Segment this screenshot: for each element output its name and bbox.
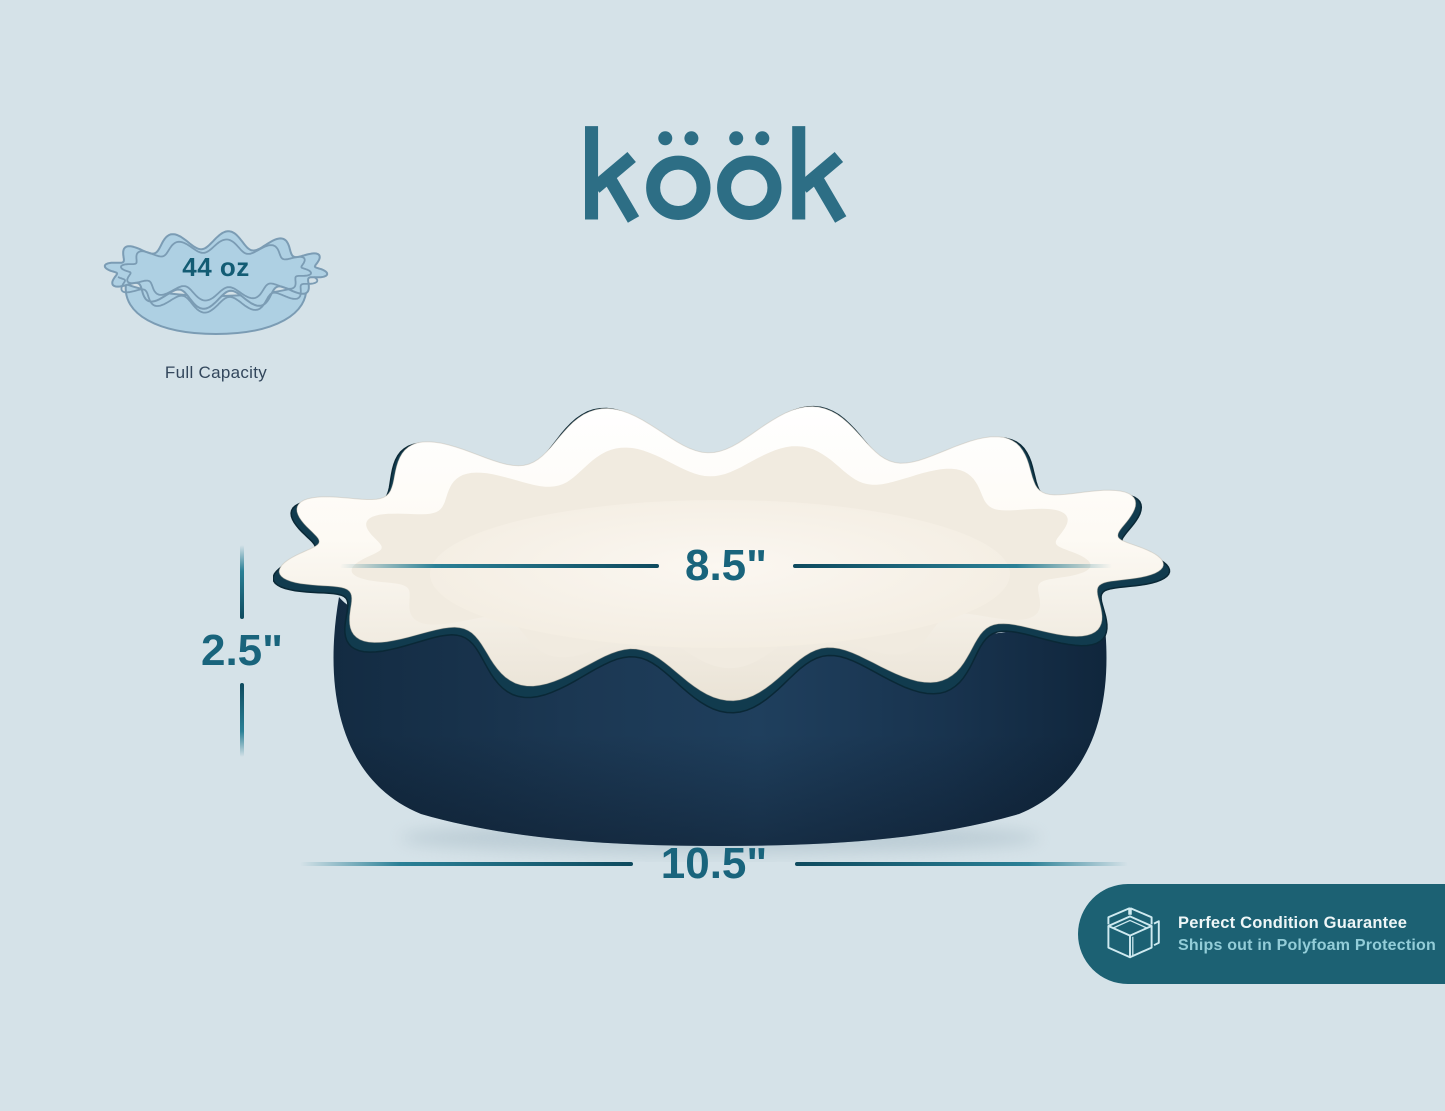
dimension-line-right	[793, 564, 1112, 568]
height-label: 2.5"	[200, 626, 284, 675]
guarantee-title: Perfect Condition Guarantee	[1178, 913, 1408, 932]
pie-icon-rim	[103, 230, 329, 310]
logo-umlaut-dot	[729, 131, 744, 146]
logo-k1-arm	[591, 151, 636, 193]
logo-k2-leg	[809, 173, 847, 223]
guarantee-subtitle: Ships out in Polyfoam Protection	[1178, 936, 1436, 954]
capacity-value: 44 oz	[182, 252, 250, 282]
logo-umlaut-dot	[658, 131, 673, 146]
open-box-icon	[1107, 907, 1160, 959]
overall-diameter-label: 10.5"	[660, 839, 768, 888]
pie-capacity-icon	[103, 230, 329, 335]
dimension-line-left	[340, 564, 659, 568]
logo-k2-arm	[798, 151, 844, 193]
guarantee-badge: Perfect Condition Guarantee Ships out in…	[1078, 884, 1445, 984]
pie-dish-photo	[273, 405, 1171, 854]
dimension-line-right	[795, 862, 1128, 866]
logo-o2	[717, 155, 782, 220]
pie-icon-rim-lower-line	[117, 276, 319, 314]
dimension-overall-diameter: 10.5"	[300, 841, 1128, 887]
logo-umlaut-dot	[684, 131, 699, 146]
dish-floor	[430, 500, 1010, 648]
pie-icon-rim-inner-line	[120, 238, 312, 302]
logo-umlaut-dot	[755, 131, 770, 146]
dimension-height: 2.5"	[196, 545, 288, 757]
capacity-caption: Full Capacity	[164, 363, 268, 382]
dimension-line-left	[300, 862, 633, 866]
logo-k1-leg	[602, 173, 640, 223]
dimension-rim-diameter: 8.5"	[340, 543, 1112, 589]
rim-diameter-label: 8.5"	[684, 541, 768, 590]
guarantee-text: Perfect Condition Guarantee Ships out in…	[1178, 914, 1436, 955]
kook-logo	[585, 126, 847, 223]
dimension-line-bottom	[240, 683, 244, 757]
logo-o1	[646, 155, 711, 220]
dimension-line-top	[240, 545, 244, 619]
